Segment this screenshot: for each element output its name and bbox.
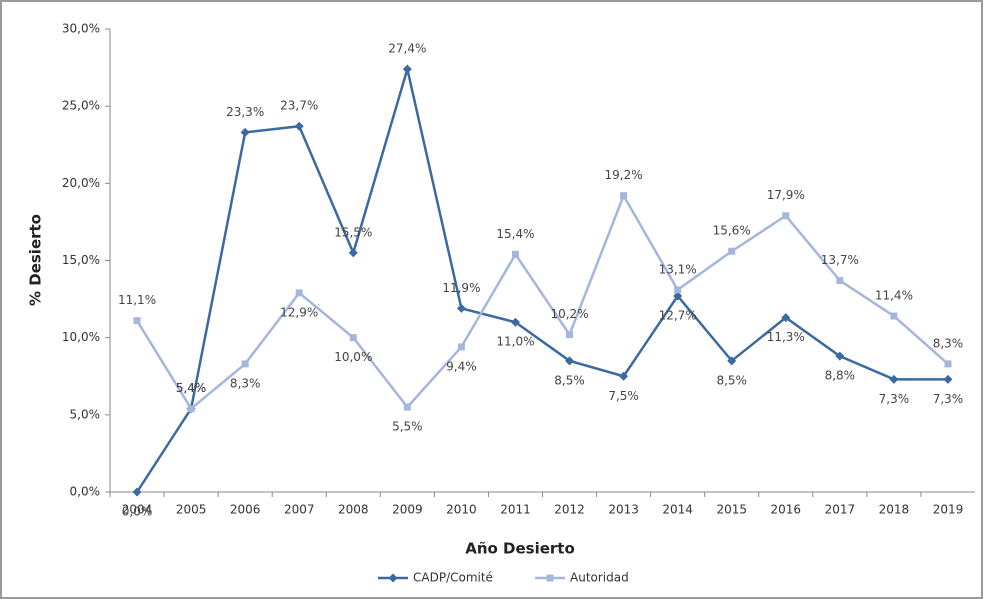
x-tick-label: 2019 bbox=[933, 503, 964, 517]
data-label: 15,4% bbox=[496, 227, 534, 241]
data-label: 13,1% bbox=[659, 262, 697, 276]
y-tick-label: 0,0% bbox=[70, 485, 101, 499]
data-label: 9,4% bbox=[446, 359, 477, 373]
data-label: 11,0% bbox=[496, 335, 534, 349]
data-label: 12,9% bbox=[280, 305, 318, 319]
data-label: 23,3% bbox=[226, 105, 264, 119]
marker bbox=[728, 247, 736, 255]
legend-marker bbox=[546, 574, 554, 582]
data-label: 19,2% bbox=[605, 168, 643, 182]
marker bbox=[240, 127, 250, 137]
marker bbox=[727, 356, 737, 366]
marker bbox=[835, 351, 845, 361]
data-label: 12,7% bbox=[659, 308, 697, 322]
data-label: 15,6% bbox=[713, 224, 751, 238]
y-tick-label: 15,0% bbox=[62, 253, 100, 267]
x-tick-label: 2018 bbox=[879, 503, 910, 517]
marker bbox=[187, 405, 195, 413]
y-axis-label: % Desierto bbox=[27, 214, 45, 306]
data-label: 10,0% bbox=[334, 350, 372, 364]
marker bbox=[943, 374, 953, 384]
legend-label: Autoridad bbox=[570, 571, 629, 585]
x-tick-label: 2012 bbox=[554, 503, 585, 517]
marker bbox=[348, 248, 358, 258]
marker bbox=[510, 317, 520, 327]
data-label: 11,1% bbox=[118, 293, 156, 307]
series-line bbox=[135, 192, 949, 411]
marker bbox=[241, 360, 249, 368]
marker bbox=[619, 371, 629, 381]
y-tick-label: 20,0% bbox=[62, 176, 100, 190]
marker bbox=[457, 343, 465, 351]
data-label: 8,8% bbox=[825, 369, 856, 383]
y-tick-label: 30,0% bbox=[62, 22, 100, 36]
data-label: 15,5% bbox=[334, 225, 372, 239]
data-label: 27,4% bbox=[388, 42, 426, 56]
x-tick-label: 2014 bbox=[662, 503, 693, 517]
marker bbox=[836, 277, 844, 285]
marker bbox=[456, 303, 466, 313]
marker bbox=[403, 403, 411, 411]
data-label: 7,3% bbox=[879, 392, 910, 406]
marker bbox=[944, 360, 952, 368]
data-label: 8,5% bbox=[716, 373, 747, 387]
x-tick-label: 2008 bbox=[338, 503, 369, 517]
x-tick-label: 2015 bbox=[716, 503, 747, 517]
x-axis-label: Año Desierto bbox=[465, 540, 575, 558]
y-tick-label: 5,0% bbox=[70, 407, 101, 421]
marker bbox=[133, 317, 141, 325]
marker bbox=[566, 331, 574, 339]
x-tick-label: 2017 bbox=[825, 503, 856, 517]
marker bbox=[132, 487, 142, 497]
data-label: 7,5% bbox=[608, 389, 639, 403]
y-tick-label: 25,0% bbox=[62, 99, 100, 113]
marker bbox=[674, 286, 682, 294]
data-label: 7,3% bbox=[933, 392, 964, 406]
x-tick-label: 2007 bbox=[284, 503, 315, 517]
marker bbox=[889, 374, 899, 384]
x-tick-label: 2010 bbox=[446, 503, 477, 517]
data-label: 17,9% bbox=[767, 188, 805, 202]
marker bbox=[294, 121, 304, 131]
marker bbox=[402, 64, 412, 74]
x-tick-label: 2009 bbox=[392, 503, 423, 517]
y-tick-label: 10,0% bbox=[62, 330, 100, 344]
marker bbox=[781, 313, 791, 323]
marker bbox=[295, 289, 303, 297]
marker bbox=[349, 334, 357, 342]
legend-marker bbox=[388, 573, 398, 583]
data-label: 8,5% bbox=[554, 373, 585, 387]
data-label: 5,5% bbox=[392, 420, 423, 434]
data-label: 5,4% bbox=[176, 381, 207, 395]
data-label: 10,2% bbox=[550, 307, 588, 321]
x-tick-label: 2011 bbox=[500, 503, 531, 517]
marker bbox=[673, 291, 683, 301]
series-line bbox=[135, 64, 948, 493]
x-tick-label: 2016 bbox=[771, 503, 802, 517]
x-tick-label: 2005 bbox=[176, 503, 207, 517]
data-label: 8,3% bbox=[933, 336, 964, 350]
data-label: 13,7% bbox=[821, 253, 859, 267]
legend-label: CADP/Comité bbox=[413, 571, 493, 585]
data-label: 23,7% bbox=[280, 99, 318, 113]
data-label: 0,0% bbox=[122, 505, 153, 519]
marker bbox=[511, 250, 519, 258]
data-label: 5,4% bbox=[176, 381, 207, 395]
marker bbox=[565, 356, 575, 366]
x-tick-label: 2004 bbox=[122, 503, 153, 517]
x-tick-label: 2013 bbox=[608, 503, 639, 517]
data-label: 11,3% bbox=[767, 330, 805, 344]
x-tick-label: 2006 bbox=[230, 503, 261, 517]
marker bbox=[890, 312, 898, 320]
data-label: 8,3% bbox=[230, 376, 261, 390]
data-label: 11,4% bbox=[875, 289, 913, 303]
data-label: 11,9% bbox=[442, 281, 480, 295]
marker bbox=[620, 192, 628, 200]
marker bbox=[782, 212, 790, 220]
